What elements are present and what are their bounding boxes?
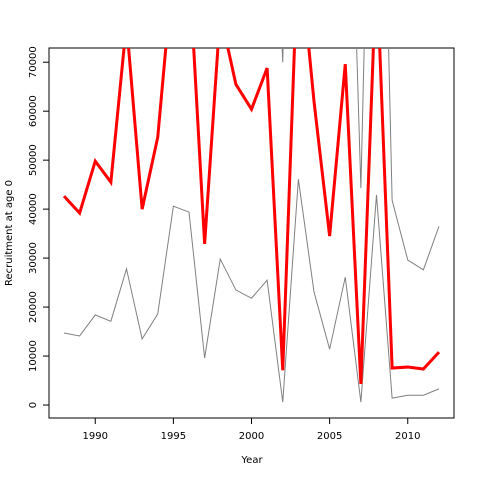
x-tick-label: 2005 <box>317 431 342 442</box>
y-tick-label: 10000 <box>28 340 39 372</box>
y-tick-label: 60000 <box>28 95 39 127</box>
y-tick-label: 0 <box>28 402 39 408</box>
series-line <box>62 48 441 385</box>
x-tick-label: 1995 <box>161 431 186 442</box>
y-tick-label: 40000 <box>28 193 39 225</box>
y-tick-label: 30000 <box>28 242 39 274</box>
y-tick-label: 20000 <box>28 291 39 323</box>
x-axis-label: Year <box>240 455 263 466</box>
series-line <box>63 179 440 403</box>
y-tick-label: 50000 <box>28 144 39 176</box>
y-axis-label: Recruitment at age 0 <box>4 180 15 286</box>
x-tick-label: 1990 <box>83 431 108 442</box>
x-tick-label: 2010 <box>395 431 420 442</box>
y-tick-label: 70000 <box>28 46 39 78</box>
x-tick-label: 2000 <box>239 431 264 442</box>
